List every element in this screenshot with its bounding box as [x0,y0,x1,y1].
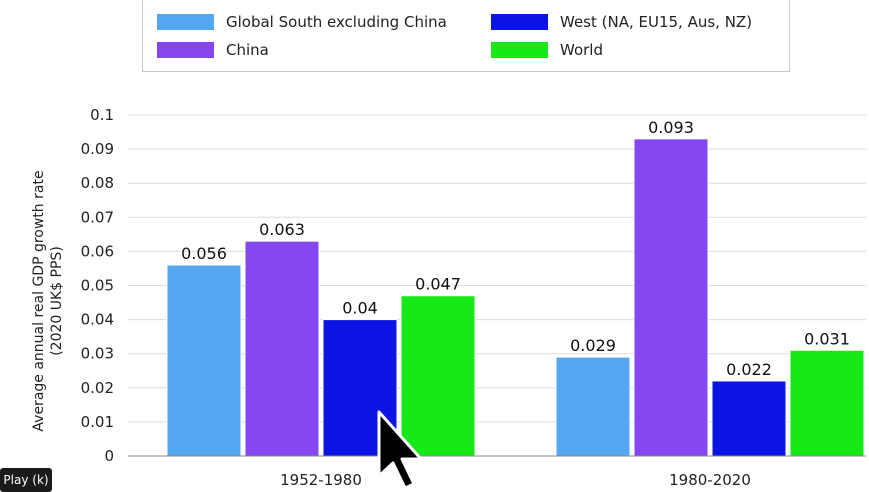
legend-label-west: West (NA, EU15, Aus, NZ) [560,13,753,31]
legend-label-china: China [226,41,269,59]
y-tick-label: 0.07 [81,208,114,226]
data-label: 0.093 [648,118,694,137]
y-tick-label: 0.02 [81,379,114,397]
y-tick-label: 0.1 [90,106,114,124]
bar [244,240,320,457]
x-tick-labels: 1952-1980 1980-2020 [280,471,751,489]
x-tick-label: 1980-2020 [669,471,751,489]
y-axis-label-line-1: Average annual real GDP growth rate [31,170,47,432]
legend-item-global-south: Global South excluding China [157,13,447,31]
legend-swatch-global-south [157,14,214,30]
data-label: 0.063 [259,220,305,239]
y-tick-label: 0.08 [81,174,114,192]
y-axis-label-line-2: (2020 UK$ PPS) [49,246,65,356]
y-tick-label: 0.09 [81,140,114,158]
play-button[interactable]: Play (k) [0,468,52,492]
x-tick-label: 1952-1980 [280,471,362,489]
bar [789,349,865,457]
bar [400,295,476,457]
y-tick-label: 0.03 [81,345,114,363]
legend-item-world: World [491,41,603,59]
data-label: 0.022 [726,360,772,379]
y-tick-label: 0.05 [81,277,114,295]
y-tick-label: 0 [104,447,114,465]
y-axis-label: Average annual real GDP growth rate (202… [30,136,66,466]
data-label: 0.031 [804,329,850,348]
data-label: 0.04 [342,299,378,318]
y-tick-label: 0.04 [81,311,114,329]
bar [633,138,709,457]
legend-label-global-south: Global South excluding China [226,13,447,31]
y-tick-label: 0.06 [81,242,114,260]
legend-swatch-west [491,14,548,30]
bar [555,356,631,457]
mouse-cursor-icon [377,410,423,490]
legend-label-world: World [560,41,603,59]
data-label: 0.029 [570,336,616,355]
data-labels: 0.056 0.063 0.04 0.047 0.029 0.093 0.022 0.031 [181,118,850,379]
legend-swatch-china [157,42,214,58]
data-label: 0.056 [181,244,227,263]
y-tick-labels: 0 0.01 0.02 0.03 0.04 0.05 0.06 0.07 0.08 0.09 0.1 [81,106,114,465]
y-tick-label: 0.01 [81,413,114,431]
legend-swatch-world [491,42,548,58]
bar [711,380,787,457]
data-label: 0.047 [415,275,461,294]
bar [166,264,242,457]
legend: Global South excluding China China West … [142,0,790,72]
bars [166,138,865,457]
legend-item-china: China [157,41,269,59]
legend-item-west: West (NA, EU15, Aus, NZ) [491,13,752,31]
